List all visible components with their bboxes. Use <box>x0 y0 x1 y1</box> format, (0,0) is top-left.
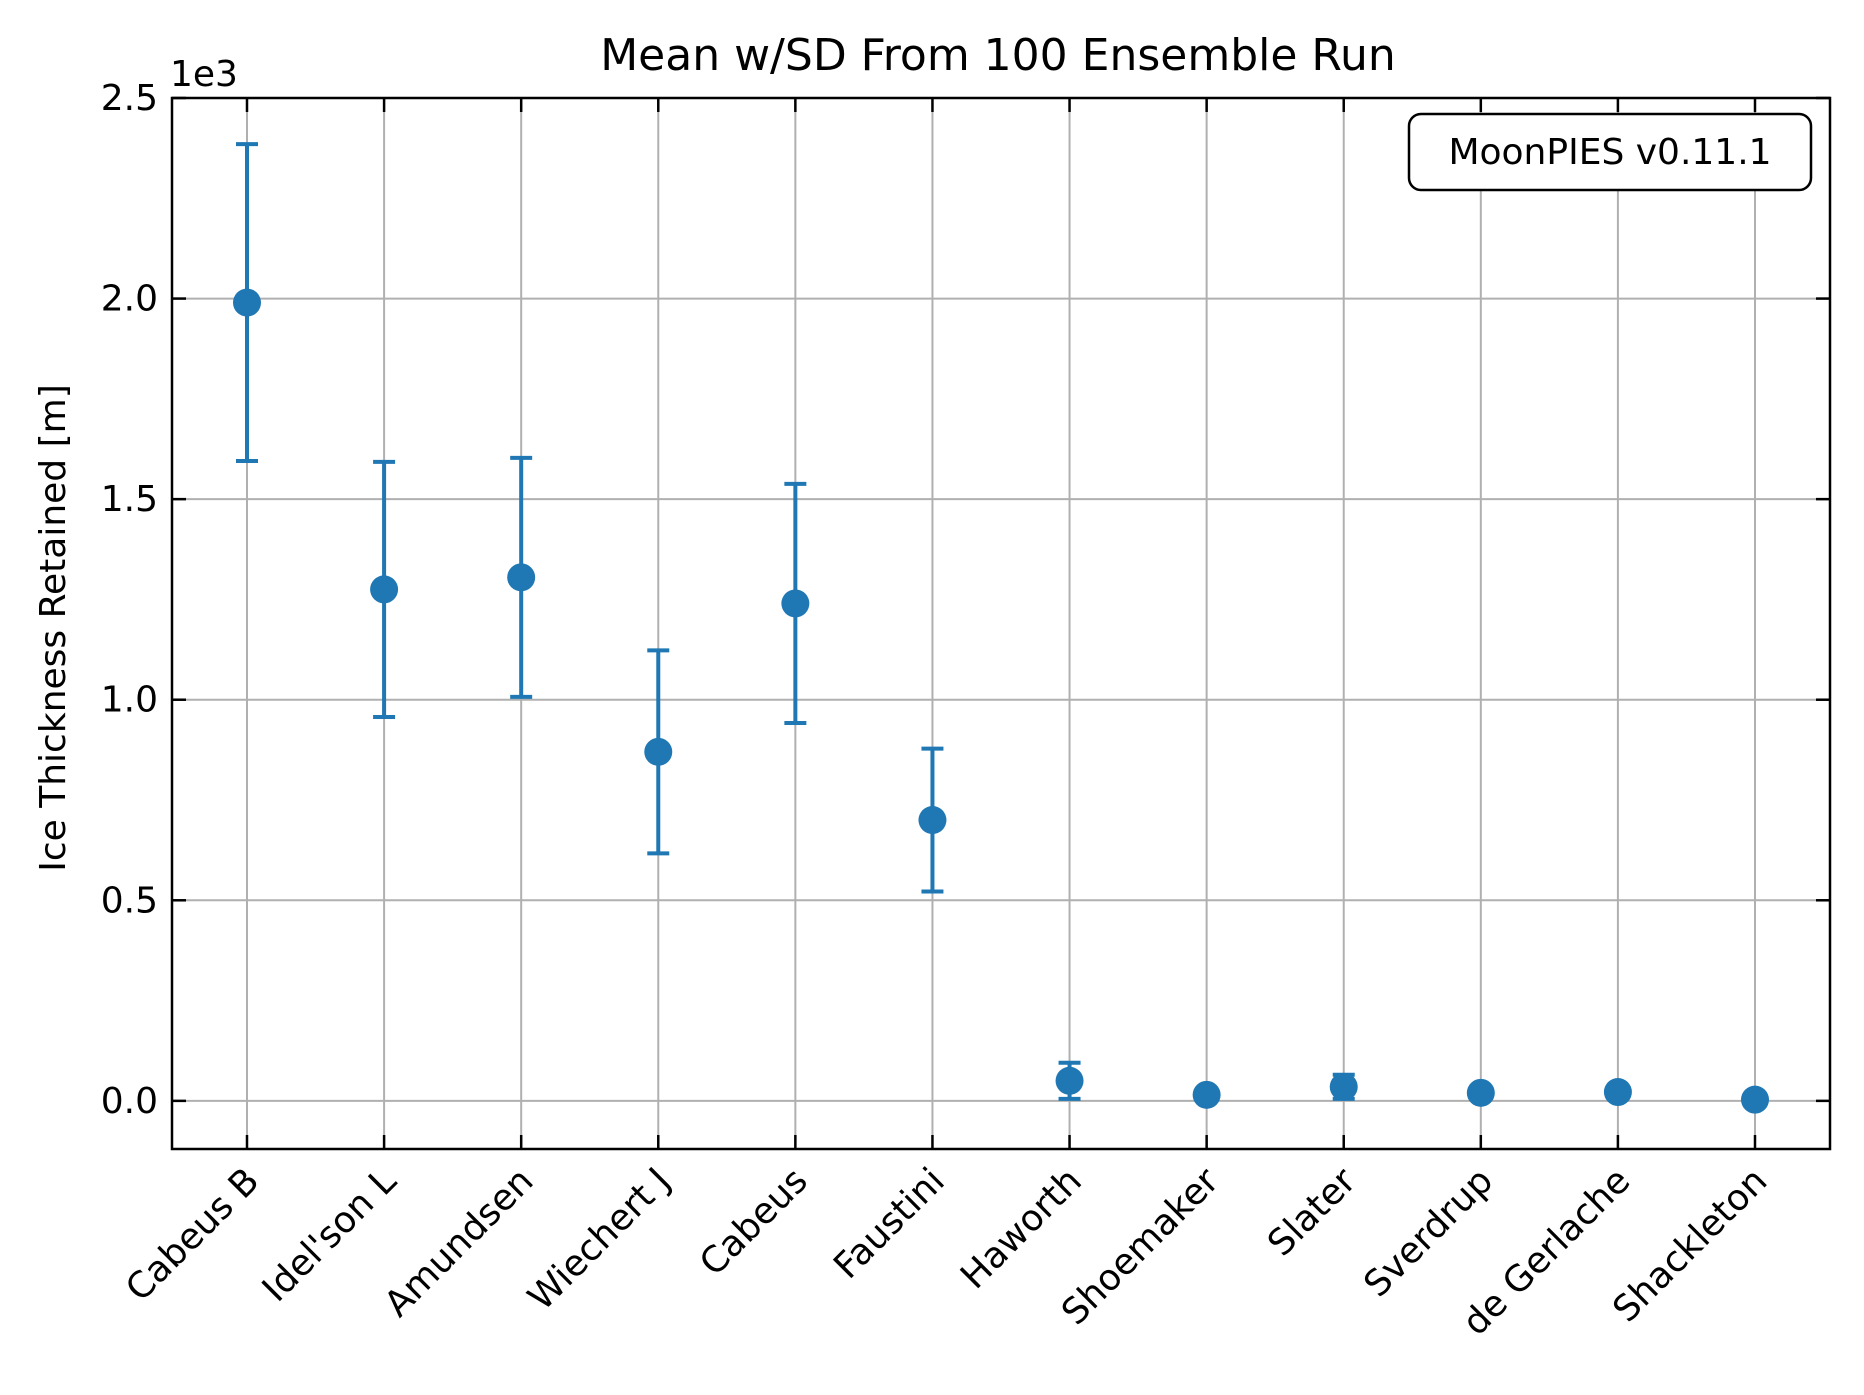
x-tick-label: Sverdrup <box>1356 1160 1501 1305</box>
annotation-frame <box>1407 112 1813 192</box>
y-axis-label: Ice Thickness Retained [m] <box>33 384 74 872</box>
error-bars <box>236 142 1766 1103</box>
data-point <box>1603 1078 1632 1107</box>
y-tick-label: 0.5 <box>101 880 158 921</box>
x-tick-label: Amundsen <box>377 1160 542 1325</box>
x-tick-label: Slater <box>1260 1160 1364 1264</box>
data-point <box>1466 1078 1495 1107</box>
axis-ticks <box>172 96 1830 1149</box>
y-tick-label: 2.0 <box>101 279 158 320</box>
x-tick-label: Idel'son L <box>255 1160 405 1310</box>
data-point <box>918 806 947 835</box>
y-axis-offset-label: 1e3 <box>170 54 238 95</box>
data-point <box>1192 1080 1221 1109</box>
y-tick-label: 1.5 <box>101 479 158 520</box>
x-tick-label: Cabeus <box>692 1160 816 1284</box>
data-point <box>1055 1066 1084 1095</box>
data-point <box>781 589 810 618</box>
x-tick-label: Faustini <box>826 1160 953 1287</box>
data-point <box>1329 1072 1358 1101</box>
data-point <box>370 575 399 604</box>
data-point <box>644 737 673 766</box>
y-tick-label: 0.0 <box>101 1081 158 1122</box>
grid-layer <box>172 98 1830 1149</box>
data-point <box>233 288 261 317</box>
x-tick-label: Wiechert J <box>520 1160 678 1318</box>
data-points <box>233 288 1769 1114</box>
data-point <box>507 563 536 592</box>
chart-title: Mean w/SD From 100 Ensemble Run <box>600 30 1396 81</box>
version-annotation: MoonPIES v0.11.1 <box>1407 112 1813 192</box>
x-tick-label: Haworth <box>953 1160 1090 1297</box>
x-tick-label: Cabeus B <box>118 1160 267 1309</box>
y-tick-label: 1.0 <box>101 680 158 721</box>
y-tick-label: 2.5 <box>101 78 158 119</box>
annotation-text: MoonPIES v0.11.1 <box>1448 132 1771 173</box>
y-tick-labels: 0.0 0.5 1.0 1.5 2.0 2.5 <box>101 78 158 1122</box>
data-point <box>1741 1085 1769 1114</box>
plot-frame <box>170 96 1832 1151</box>
